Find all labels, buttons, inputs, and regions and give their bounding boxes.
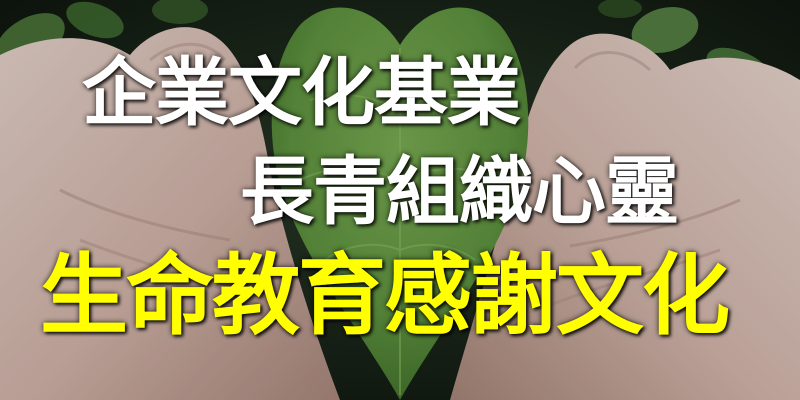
left-hand <box>0 27 340 400</box>
headline-line-2: 長青組織心靈 <box>240 149 679 235</box>
headline-line-3: 生命教育感謝文化 <box>40 244 730 347</box>
right-hand <box>450 33 800 400</box>
headline-line-1: 企業文化基業 <box>82 50 521 136</box>
leaf-veins <box>299 48 501 395</box>
